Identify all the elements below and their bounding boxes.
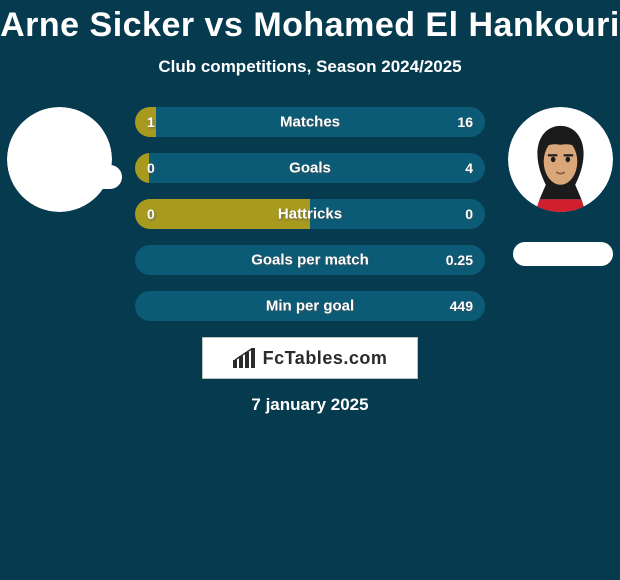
stat-value-right: 4	[465, 160, 473, 176]
stat-value-right: 0	[465, 206, 473, 222]
comparison-content: Matches116Goals04Hattricks00Goals per ma…	[0, 107, 620, 321]
stat-value-right: 449	[450, 298, 473, 314]
stat-label: Min per goal	[135, 298, 485, 315]
fctables-logo-text: FcTables.com	[263, 348, 388, 369]
player-left-avatar	[7, 107, 112, 212]
page-root: Arne Sicker vs Mohamed El Hankouri Club …	[0, 0, 620, 580]
bar-chart-icon	[233, 348, 257, 368]
stat-label: Hattricks	[135, 206, 485, 223]
stat-value-left: 1	[147, 114, 155, 130]
stat-bars: Matches116Goals04Hattricks00Goals per ma…	[135, 107, 485, 321]
stat-row: Min per goal449	[135, 291, 485, 321]
page-title: Arne Sicker vs Mohamed El Hankouri	[0, 0, 620, 45]
stat-label: Goals	[135, 160, 485, 177]
subtitle: Club competitions, Season 2024/2025	[0, 57, 620, 77]
player-left-club-pill	[22, 165, 122, 189]
stat-value-right: 16	[457, 114, 473, 130]
stat-row: Goals0 4	[135, 153, 485, 183]
player-right-avatar	[508, 107, 613, 212]
stat-row: Goals per match0.25	[135, 245, 485, 275]
stat-row: Matches1 16	[135, 107, 485, 137]
stat-value-left: 0	[147, 160, 155, 176]
stat-value-left: 0	[147, 206, 155, 222]
stat-label: Matches	[135, 114, 485, 131]
date-text: 7 january 2025	[0, 395, 620, 415]
player-right-club-pill	[513, 242, 613, 266]
stat-value-right: 0.25	[446, 252, 473, 268]
player-left-avatar-placeholder	[7, 107, 112, 212]
fctables-logo: FcTables.com	[202, 337, 418, 379]
stat-row: Hattricks0 0	[135, 199, 485, 229]
stat-label: Goals per match	[135, 252, 485, 269]
player-right-avatar-image	[508, 107, 613, 212]
